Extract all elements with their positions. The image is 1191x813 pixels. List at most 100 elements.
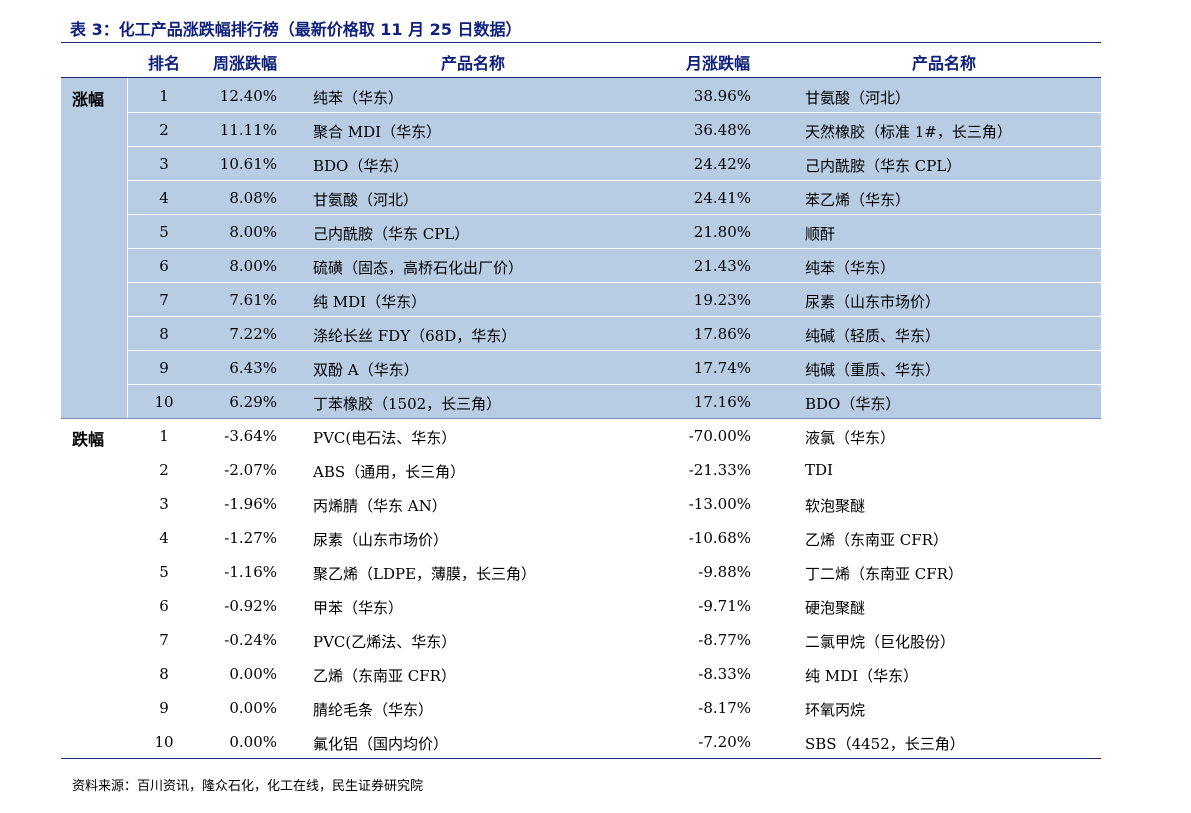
table-row: 8 7.22% 涤纶长丝 FDY（68D，华东） 17.86% 纯碱（轻质、华东） — [61, 317, 1101, 351]
weekly-product-cell: 涤纶长丝 FDY（68D，华东） — [313, 327, 517, 345]
band-row-separator — [128, 180, 1101, 181]
weekly-change-cell: -1.96% — [224, 495, 277, 513]
table-row: 5 8.00% 己内酰胺（华东 CPL） 21.80% 顺酐 — [61, 215, 1101, 249]
table-row: 7 -0.24% PVC(乙烯法、华东） -8.77% 二氯甲烷（巨化股份） — [61, 623, 1101, 657]
table-row: 6 -0.92% 甲苯（华东） -9.71% 硬泡聚醚 — [61, 589, 1101, 623]
monthly-product-cell: 软泡聚醚 — [805, 497, 866, 515]
rank-cell: 6 — [159, 257, 169, 275]
table-row: 3 10.61% BDO（华东） 24.42% 己内酰胺（华东 CPL） — [61, 147, 1101, 181]
rank-cell: 9 — [159, 699, 169, 717]
rank-cell: 1 — [159, 87, 169, 105]
weekly-change-cell: 6.29% — [229, 393, 277, 411]
band-row-separator — [128, 316, 1101, 317]
weekly-change-cell: 0.00% — [229, 699, 277, 717]
weekly-product-cell: 氟化铝（国内均价） — [313, 735, 449, 753]
rank-cell: 4 — [159, 189, 169, 207]
top-rule — [61, 42, 1101, 43]
monthly-product-cell: 甘氨酸（河北） — [805, 89, 911, 107]
monthly-product-cell: 尿素（山东市场价） — [805, 293, 941, 311]
band-row-separator — [128, 112, 1101, 113]
table-row: 10 0.00% 氟化铝（国内均价） -7.20% SBS（4452，长三角） — [61, 725, 1101, 759]
table-row: 8 0.00% 乙烯（东南亚 CFR） -8.33% 纯 MDI（华东） — [61, 657, 1101, 691]
header-monthly-change: 月涨跌幅 — [686, 54, 751, 73]
monthly-change-cell: -8.77% — [698, 631, 751, 649]
weekly-change-cell: 6.43% — [229, 359, 277, 377]
table-row: 10 6.29% 丁苯橡胶（1502，长三角） 17.16% BDO（华东） — [61, 385, 1101, 419]
monthly-product-cell: 纯苯（华东） — [805, 259, 896, 277]
header-product-name-monthly: 产品名称 — [912, 54, 977, 73]
monthly-change-cell: -70.00% — [688, 427, 751, 445]
table-row: 9 6.43% 双酚 A（华东） 17.74% 纯碱（重质、华东） — [61, 351, 1101, 385]
weekly-product-cell: BDO（华东） — [313, 157, 409, 175]
table-row: 1 -3.64% PVC(电石法、华东） -70.00% 液氯（华东） — [61, 419, 1101, 453]
weekly-product-cell: 聚合 MDI（华东） — [313, 123, 442, 141]
monthly-change-cell: 17.74% — [693, 359, 751, 377]
weekly-product-cell: 聚乙烯（LDPE，薄膜，长三角） — [313, 565, 537, 583]
table-row: 5 -1.16% 聚乙烯（LDPE，薄膜，长三角） -9.88% 丁二烯（东南亚 CFR… — [61, 555, 1101, 589]
monthly-product-cell: 纯碱（轻质、华东） — [805, 327, 941, 345]
band-row-separator — [128, 146, 1101, 147]
table-row: 4 -1.27% 尿素（山东市场价） -10.68% 乙烯（东南亚 CFR） — [61, 521, 1101, 555]
monthly-change-cell: -9.71% — [698, 597, 751, 615]
monthly-change-cell: 17.16% — [693, 393, 751, 411]
rank-cell: 8 — [159, 325, 169, 343]
source-note: 资料来源：百川资讯，隆众石化，化工在线，民生证券研究院 — [72, 779, 424, 794]
weekly-product-cell: PVC(电石法、华东） — [313, 429, 457, 447]
monthly-product-cell: 己内酰胺（华东 CPL） — [805, 157, 962, 175]
header-product-name-weekly: 产品名称 — [441, 54, 506, 73]
table-row: 1 12.40% 纯苯（华东） 38.96% 甘氨酸（河北） — [61, 79, 1101, 113]
table-row: 2 -2.07% ABS（通用，长三角） -21.33% TDI — [61, 453, 1101, 487]
table-row: 4 8.08% 甘氨酸（河北） 24.41% 苯乙烯（华东） — [61, 181, 1101, 215]
monthly-change-cell: -8.17% — [698, 699, 751, 717]
monthly-product-cell: 纯碱（重质、华东） — [805, 361, 941, 379]
monthly-product-cell: 纯 MDI（华东） — [805, 667, 919, 685]
weekly-product-cell: ABS（通用，长三角） — [313, 463, 466, 481]
monthly-change-cell: 19.23% — [693, 291, 751, 309]
weekly-product-cell: 腈纶毛条（华东） — [313, 701, 434, 719]
table-row: 2 11.11% 聚合 MDI（华东） 36.48% 天然橡胶（标准 1#，长三角） — [61, 113, 1101, 147]
rank-cell: 2 — [159, 121, 169, 139]
monthly-product-cell: 顺酐 — [805, 225, 836, 243]
monthly-product-cell: BDO（华东） — [805, 395, 901, 413]
table-title: 表 3：化工产品涨跌幅排行榜（最新价格取 11 月 25 日数据） — [70, 20, 522, 39]
weekly-change-cell: 7.22% — [229, 325, 277, 343]
weekly-product-cell: 甲苯（华东） — [313, 599, 404, 617]
band-row-separator — [128, 248, 1101, 249]
rank-cell: 2 — [159, 461, 169, 479]
rank-cell: 5 — [159, 563, 169, 581]
weekly-product-cell: 尿素（山东市场价） — [313, 531, 449, 549]
header-rank: 排名 — [148, 54, 181, 73]
monthly-product-cell: 天然橡胶（标准 1#，长三角） — [805, 123, 1012, 141]
monthly-change-cell: 36.48% — [693, 121, 751, 139]
monthly-change-cell: 38.96% — [693, 87, 751, 105]
weekly-change-cell: 12.40% — [219, 87, 277, 105]
weekly-change-cell: -2.07% — [224, 461, 277, 479]
weekly-product-cell: 己内酰胺（华东 CPL） — [313, 225, 470, 243]
band-row-separator — [128, 214, 1101, 215]
monthly-change-cell: 21.43% — [693, 257, 751, 275]
table-header: 排名 周涨跌幅 产品名称 月涨跌幅 产品名称 — [61, 44, 1101, 76]
weekly-change-cell: -1.27% — [224, 529, 277, 547]
weekly-product-cell: 丙烯腈（华东 AN） — [313, 497, 447, 515]
rank-cell: 3 — [159, 495, 169, 513]
header-rule — [61, 77, 1101, 78]
weekly-change-cell: 7.61% — [229, 291, 277, 309]
table-row: 3 -1.96% 丙烯腈（华东 AN） -13.00% 软泡聚醚 — [61, 487, 1101, 521]
monthly-change-cell: -21.33% — [688, 461, 751, 479]
rank-cell: 6 — [159, 597, 169, 615]
weekly-change-cell: -0.24% — [224, 631, 277, 649]
weekly-change-cell: 10.61% — [219, 155, 277, 173]
rank-cell: 1 — [159, 427, 169, 445]
weekly-product-cell: 硫磺（固态，高桥石化出厂价） — [313, 259, 524, 277]
weekly-product-cell: 丁苯橡胶（1502，长三角） — [313, 395, 502, 413]
weekly-product-cell: PVC(乙烯法、华东） — [313, 633, 457, 651]
monthly-product-cell: 液氯（华东） — [805, 429, 896, 447]
monthly-change-cell: -7.20% — [698, 733, 751, 751]
weekly-change-cell: 0.00% — [229, 665, 277, 683]
weekly-change-cell: 8.00% — [229, 257, 277, 275]
monthly-change-cell: 21.80% — [693, 223, 751, 241]
weekly-change-cell: -1.16% — [224, 563, 277, 581]
monthly-product-cell: 二氯甲烷（巨化股份） — [805, 633, 956, 651]
rank-cell: 7 — [159, 631, 169, 649]
weekly-product-cell: 乙烯（东南亚 CFR） — [313, 667, 456, 685]
